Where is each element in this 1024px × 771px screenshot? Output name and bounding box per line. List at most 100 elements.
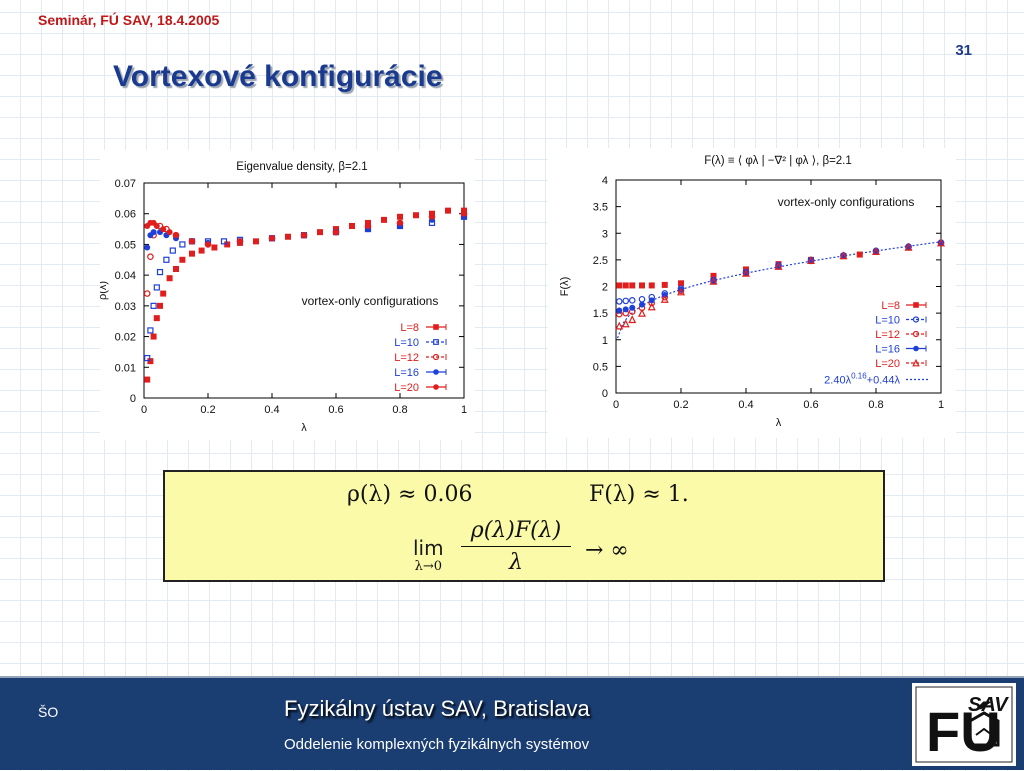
data-point (648, 282, 655, 289)
y-tick-label: 0.02 (115, 332, 136, 344)
footer-bar: ŠO Fyzikálny ústav SAV, Bratislava Oddel… (0, 676, 1024, 770)
legend-marker (913, 345, 919, 352)
data-point (179, 256, 186, 263)
legend-marker (912, 316, 920, 323)
legend-marker (433, 324, 439, 330)
data-point (169, 247, 176, 254)
data-point (904, 242, 913, 251)
data-point (147, 253, 154, 261)
x-tick-label: 0.2 (200, 404, 215, 416)
data-point (198, 247, 205, 254)
data-point (622, 306, 629, 313)
x-tick-label: 0.8 (392, 404, 407, 416)
chart-title: Eigenvalue density, β=2.1 (236, 161, 367, 173)
data-point (333, 229, 339, 236)
legend-label: L=12 (394, 352, 419, 364)
y-tick-label: 0.03 (115, 301, 136, 313)
data-point (397, 219, 403, 226)
data-point (629, 282, 636, 289)
y-tick-label: 2 (602, 282, 608, 294)
seminar-header: Seminár, FÚ SAV, 18.4.2005 (38, 12, 220, 28)
formula-box: ρ(λ) ≈ 0.06 F(λ) ≈ 1. lim λ→0 ρ(λ)F(λ) λ… (163, 470, 885, 582)
data-point (639, 301, 645, 308)
data-point (301, 232, 307, 239)
data-point (173, 266, 179, 272)
x-tick-label: 0 (141, 404, 147, 416)
slide-number: 31 (955, 42, 972, 59)
footer-institute: Fyzikálny ústav SAV, Bratislava (284, 696, 590, 721)
f-lambda-plot: F(λ) ≡ ⟨ φλ | −∇² | φλ ⟩, β=2.1 0 0.2 0.4 0.… (559, 154, 945, 429)
data-point (413, 212, 419, 219)
lim-subscript: λ→0 (414, 559, 442, 574)
data-point (661, 281, 668, 288)
data-point (160, 226, 167, 233)
legend-marker (432, 353, 440, 361)
data-point (710, 272, 717, 279)
data-point (317, 229, 323, 236)
data-point (660, 294, 669, 303)
data-point (638, 295, 646, 303)
data-point (461, 210, 467, 217)
data-point (742, 268, 750, 277)
legend-label: L=8 (400, 322, 419, 334)
chart-title: F(λ) ≡ ⟨ φλ | −∇² | φλ ⟩, β=2.1 (704, 154, 852, 167)
data-point (872, 247, 880, 255)
data-point (622, 282, 629, 289)
legend-marker (912, 358, 920, 367)
legend-label: L=20 (875, 358, 900, 370)
lim-word: lim (413, 536, 444, 560)
data-point (143, 290, 151, 297)
data-point (253, 238, 259, 245)
limit-value: → ∞ (585, 538, 629, 563)
data-point (937, 238, 945, 247)
fraction-numerator: ρ(λ)F(λ) (470, 518, 562, 543)
legend-label: L=12 (875, 329, 900, 341)
data-point (839, 251, 848, 260)
data-point (144, 354, 151, 362)
x-tick-label: 0.8 (868, 399, 883, 411)
data-point (774, 261, 783, 270)
data-point (381, 216, 387, 223)
y-tick-label: 0 (130, 393, 136, 405)
data-point (179, 241, 186, 248)
sav-logo-icon: FÚ SAV (915, 686, 1013, 763)
legend-marker (913, 302, 919, 308)
footer-department: Oddelenie komplexných fyzikálnych systém… (284, 736, 590, 753)
data-point (622, 297, 630, 305)
y-tick-label: 0 (602, 388, 608, 400)
series-l-20 (144, 210, 467, 248)
data-point (285, 233, 291, 240)
f-approx: F(λ) ≈ 1. (589, 482, 689, 507)
y-axis-label: ρ(λ) (100, 281, 109, 300)
logo-text: SAV (968, 694, 1009, 716)
sav-logo: FÚ SAV (912, 683, 1016, 766)
data-point (349, 223, 355, 229)
x-tick-label: 0.4 (264, 404, 279, 416)
x-axis-label: λ (776, 417, 782, 429)
data-point (616, 307, 623, 314)
y-tick-label: 4 (602, 175, 608, 187)
x-tick-label: 0.6 (803, 399, 818, 411)
y-tick-label: 3 (602, 228, 608, 240)
data-point (237, 238, 243, 245)
data-point (144, 376, 151, 383)
legend-marker (912, 330, 920, 338)
data-point (153, 223, 160, 229)
data-point (677, 287, 685, 296)
data-point (144, 244, 151, 251)
y-tick-label: 1.5 (593, 308, 608, 320)
data-point (678, 280, 684, 287)
data-point (397, 213, 403, 220)
series-l-20 (615, 238, 945, 330)
fit-legend-label: 2.40λ0.16+0.44λ (824, 372, 900, 387)
data-point (365, 223, 371, 229)
chart-annotation: vortex-only configurations (778, 195, 915, 209)
data-point (615, 298, 623, 305)
data-point (163, 256, 170, 263)
y-tick-label: 2.5 (593, 255, 608, 267)
data-point (429, 213, 435, 220)
plot-frame (143, 182, 465, 399)
chart-annotation: vortex-only configurations (302, 294, 439, 308)
legend-marker (433, 339, 439, 345)
y-tick-label: 0.07 (115, 178, 136, 190)
